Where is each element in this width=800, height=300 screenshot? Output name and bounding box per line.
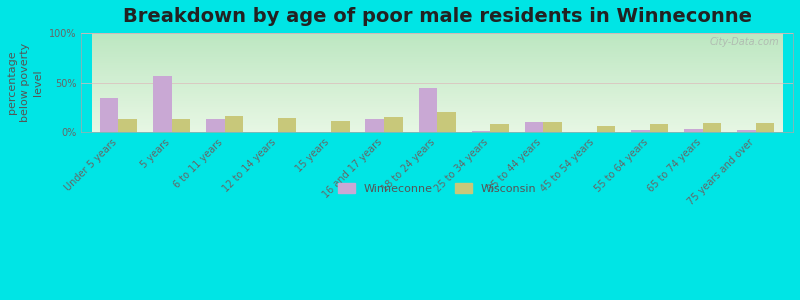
Bar [278, 118, 296, 132]
Bar [543, 122, 562, 132]
Bar [597, 126, 615, 132]
Bar [331, 122, 350, 132]
Bar [206, 119, 225, 132]
Bar [437, 112, 456, 132]
Bar [525, 122, 543, 132]
Bar [756, 123, 774, 132]
Title: Breakdown by age of poor male residents in Winneconne: Breakdown by age of poor male residents … [122, 7, 752, 26]
Bar [472, 131, 490, 132]
Bar [153, 76, 171, 132]
Bar [631, 130, 650, 132]
Bar [684, 129, 702, 132]
Bar [490, 124, 509, 132]
Legend: Winneconne, Wisconsin: Winneconne, Wisconsin [334, 178, 541, 198]
Bar [418, 88, 437, 132]
Bar [225, 116, 243, 132]
Bar [738, 130, 756, 132]
Bar [171, 119, 190, 132]
Text: City-Data.com: City-Data.com [709, 37, 779, 47]
Bar [384, 117, 402, 132]
Y-axis label: percentage
below poverty
level: percentage below poverty level [7, 43, 43, 122]
Bar [650, 124, 668, 132]
Bar [702, 123, 722, 132]
Bar [118, 119, 137, 132]
Bar [100, 98, 118, 132]
Bar [366, 119, 384, 132]
